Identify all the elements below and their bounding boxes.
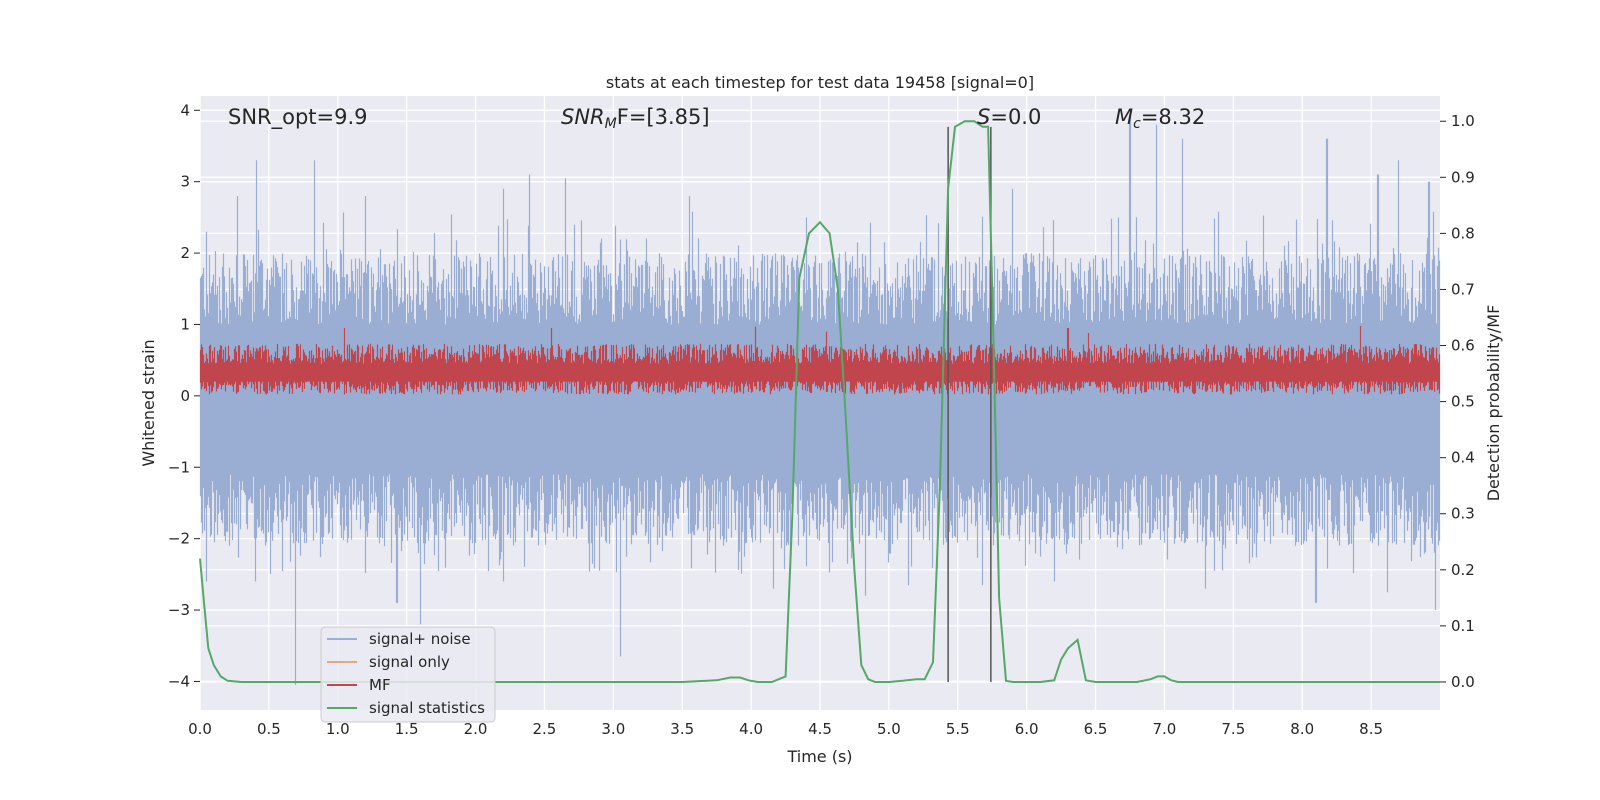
- series-mf: [199, 325, 1441, 395]
- y-right-tick-label: 0.1: [1451, 617, 1475, 635]
- y-axis-left-ticks: −4 −3 −2 −1 0 1 2 3 4: [168, 101, 200, 690]
- y-right-tick-label: 0.9: [1451, 168, 1475, 186]
- y-axis-right-label: Detection probability/MF: [1484, 305, 1503, 502]
- x-tick-label: 0.5: [257, 720, 281, 738]
- annotation-s-rest: =0.0: [990, 105, 1041, 129]
- y-left-tick-label: 3: [180, 173, 190, 191]
- annotation-s-main: S: [977, 105, 990, 129]
- x-tick-label: 1.0: [326, 720, 350, 738]
- x-axis-label: Time (s): [786, 747, 852, 766]
- y-right-tick-label: 0.6: [1451, 337, 1475, 355]
- legend-label-signal-only: signal only: [369, 653, 450, 671]
- y-right-tick-label: 0.8: [1451, 224, 1475, 242]
- y-right-tick-label: 0.0: [1451, 673, 1475, 691]
- legend-label-mf: MF: [369, 676, 391, 694]
- annotation-snr-mf-rest: F=[3.85]: [617, 105, 710, 129]
- series-signal-statistics: [199, 120, 1440, 683]
- annotation-mc-rest: =8.32: [1141, 105, 1205, 129]
- x-tick-label: 6.5: [1084, 720, 1108, 738]
- y-left-tick-label: 2: [180, 244, 190, 262]
- y-left-tick-label: −4: [168, 672, 190, 690]
- x-tick-label: 5.5: [946, 720, 970, 738]
- annotation-mc: Mc=8.32: [1115, 105, 1205, 132]
- y-axis-right-ticks: 0.0 0.1 0.2 0.3 0.4 0.5 0.6 0.7 0.8 0.9 1.0: [1440, 112, 1475, 691]
- y-right-tick-label: 0.5: [1451, 393, 1475, 411]
- y-left-tick-label: −3: [168, 601, 190, 619]
- x-tick-label: 3.5: [670, 720, 694, 738]
- annotation-snr-mf-sub: M: [605, 116, 617, 132]
- legend: signal+ noise signal only MF signal stat…: [320, 626, 496, 723]
- x-tick-label: 5.0: [877, 720, 901, 738]
- legend-label-signal-statistics: signal statistics: [369, 699, 485, 717]
- mf-core-band: [200, 365, 1440, 382]
- x-tick-label: 1.5: [395, 720, 419, 738]
- x-tick-label: 2.0: [464, 720, 488, 738]
- y-right-tick-label: 1.0: [1451, 112, 1475, 130]
- annotation-mc-sub: c: [1133, 116, 1141, 132]
- y-left-tick-label: 4: [180, 101, 190, 119]
- annotation-mc-main: M: [1115, 105, 1133, 129]
- x-tick-label: 3.0: [601, 720, 625, 738]
- x-tick-label: 4.5: [808, 720, 832, 738]
- y-right-tick-label: 0.2: [1451, 561, 1475, 579]
- x-tick-label: 8.0: [1290, 720, 1314, 738]
- x-tick-label: 6.0: [1015, 720, 1039, 738]
- y-left-tick-label: −2: [168, 530, 190, 548]
- y-left-tick-label: 0: [180, 387, 190, 405]
- x-axis-ticks: 0.0 0.5 1.0 1.5 2.0 2.5 3.0 3.5 4.0 4.5 5.0 5.5 6.0 6…: [188, 720, 1383, 738]
- y-right-tick-label: 0.7: [1451, 280, 1475, 298]
- annotation-snr-mf-main: SNR: [561, 105, 605, 129]
- x-tick-label: 0.0: [188, 720, 212, 738]
- y-right-tick-label: 0.4: [1451, 449, 1475, 467]
- annotation-snr-mf: SNRMF=[3.85]: [561, 105, 710, 132]
- y-axis-left-label: Whitened strain: [139, 339, 158, 466]
- annotation-s: S=0.0: [977, 105, 1041, 129]
- signal-statistics-line: [199, 120, 1440, 683]
- x-tick-label: 4.0: [739, 720, 763, 738]
- x-tick-label: 2.5: [533, 720, 557, 738]
- x-tick-label: 8.5: [1359, 720, 1383, 738]
- y-left-tick-label: −1: [168, 458, 190, 476]
- x-tick-label: 7.0: [1153, 720, 1177, 738]
- x-tick-label: 7.5: [1221, 720, 1245, 738]
- y-left-tick-label: 1: [180, 315, 190, 333]
- chart-title: stats at each timestep for test data 194…: [606, 73, 1034, 92]
- legend-box: [320, 626, 496, 723]
- y-right-tick-label: 0.3: [1451, 505, 1475, 523]
- legend-label-signal-plus-noise: signal+ noise: [369, 630, 471, 648]
- annotation-snr-opt: SNR_opt=9.9: [228, 105, 368, 130]
